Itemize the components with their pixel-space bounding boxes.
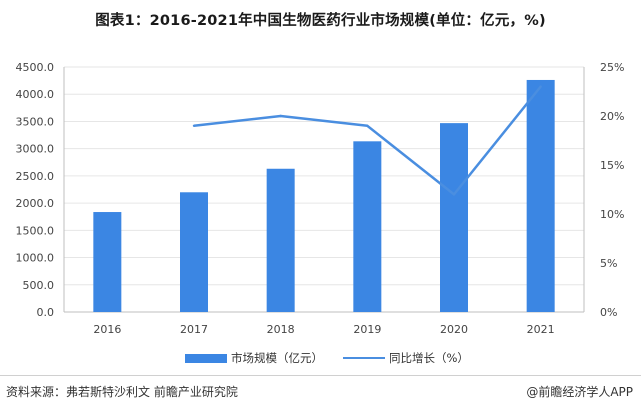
growth-point (366, 124, 369, 128)
y-right-tick-label: 0% (600, 306, 617, 319)
y-right-tick-label: 25% (600, 61, 624, 74)
y-right-tick-label: 5% (600, 257, 617, 270)
x-tick-label: 2018 (267, 323, 295, 336)
bar-2018 (266, 168, 295, 312)
chart-legend: 市场规模（亿元） 同比增长（%） (0, 350, 641, 366)
legend-swatch-line (343, 356, 385, 360)
y-right-tick-label: 10% (600, 208, 624, 221)
legend-label-market-size: 市场规模（亿元） (231, 351, 323, 365)
legend-swatch-bar (185, 353, 227, 363)
y-left-tick-label: 500.0 (23, 279, 55, 292)
growth-point (539, 85, 542, 88)
bar-2021 (526, 79, 555, 312)
y-right-tick-label: 15% (600, 159, 624, 172)
growth-point (192, 124, 196, 128)
footer-divider (0, 375, 641, 376)
chart-title: 图表1：2016-2021年中国生物医药行业市场规模(单位：亿元，%) (95, 13, 546, 29)
growth-point (279, 114, 282, 118)
y-left-tick-label: 4500.0 (16, 61, 55, 74)
bar-2019 (353, 141, 382, 312)
y-left-tick-label: 1000.0 (16, 252, 55, 265)
legend-item-growth: 同比增长（%） (343, 350, 469, 366)
y-right-tick-label: 20% (600, 110, 624, 123)
bar-2016 (93, 212, 122, 312)
x-tick-label: 2017 (180, 323, 208, 336)
y-left-tick-label: 2500.0 (16, 170, 55, 183)
bar-2017 (180, 192, 208, 312)
y-left-tick-label: 2000.0 (16, 197, 55, 210)
x-tick-label: 2016 (93, 323, 121, 336)
brand-credit: @前瞻经济学人APP (526, 385, 633, 399)
y-left-tick-label: 3500.0 (16, 115, 55, 128)
y-left-tick-label: 4000.0 (16, 88, 55, 101)
y-left-tick-label: 1500.0 (16, 224, 55, 237)
y-left-tick-label: 0.0 (37, 306, 55, 319)
bar-2020 (440, 123, 468, 312)
y-left-tick-label: 3000.0 (16, 143, 55, 156)
x-tick-label: 2019 (353, 323, 381, 336)
growth-point (452, 193, 456, 196)
source-note: 资料来源：弗若斯特沙利文 前瞻产业研究院 (6, 385, 238, 399)
legend-label-growth: 同比增长（%） (389, 351, 469, 365)
x-tick-label: 2020 (440, 323, 468, 336)
legend-item-market-size: 市场规模（亿元） (185, 350, 323, 366)
x-tick-label: 2021 (527, 323, 555, 336)
